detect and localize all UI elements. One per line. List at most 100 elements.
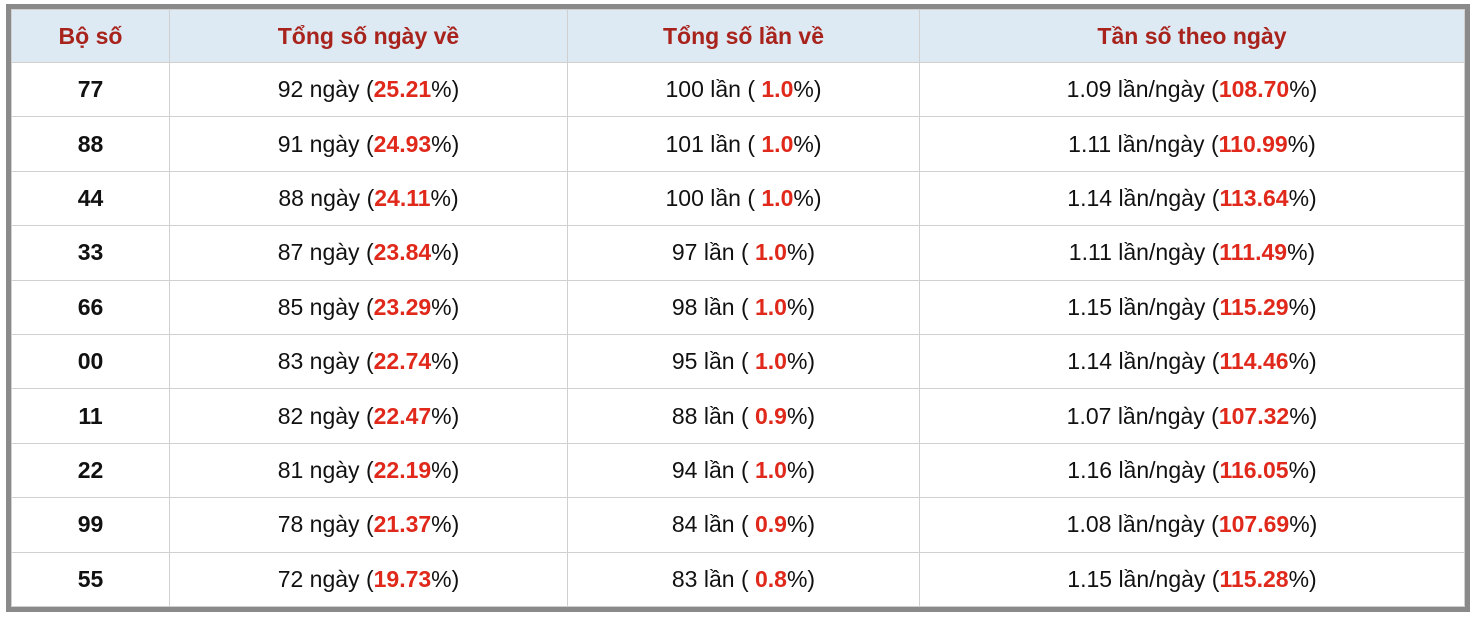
cell-text: 1.14 lần/ngày ( — [1067, 348, 1220, 375]
percent-value: 0.8 — [755, 565, 787, 592]
cell-text: %) — [1288, 293, 1317, 320]
cell-text: %) — [1289, 402, 1318, 429]
cell-text: 88 ngày ( — [278, 184, 375, 211]
percent-value: 111.49 — [1219, 239, 1288, 266]
cell-text: 100 lần ( — [665, 184, 762, 211]
number-cell: 99 — [11, 497, 170, 553]
cell-text: %) — [793, 130, 822, 157]
cell-text: %) — [431, 565, 460, 592]
table-row: 99 78 ngày (21.37%) 84 lần ( 0.9%) 1.08 lần… — [11, 497, 1465, 553]
cell-text: %) — [793, 76, 822, 103]
cell-text: %) — [1288, 348, 1317, 375]
stat-cell: 83 ngày (22.74%) — [169, 333, 568, 390]
percent-value: 107.69 — [1218, 511, 1290, 538]
stat-cell: 84 lần ( 0.9%) — [567, 497, 920, 553]
stat-cell: 1.14 lần/ngày (114.46%) — [919, 333, 1465, 390]
percent-value: 113.64 — [1219, 184, 1289, 211]
cell-text: %) — [431, 348, 460, 375]
stat-cell: 100 lần ( 1.0%) — [567, 61, 920, 118]
percent-value: 108.70 — [1218, 76, 1290, 103]
cell-text: %) — [431, 402, 460, 429]
cell-text: %) — [786, 456, 816, 483]
percent-value: 0.9 — [755, 402, 787, 429]
number-cell: 88 — [11, 116, 170, 172]
stat-cell: 1.11 lần/ngày (110.99%) — [919, 116, 1465, 172]
stat-cell: 1.07 lần/ngày (107.32%) — [919, 388, 1465, 444]
percent-value: 22.19 — [373, 456, 432, 483]
table-row: 33 87 ngày (23.84%) 97 lần ( 1.0%) 1.11 lần… — [11, 225, 1465, 281]
number-cell: 00 — [11, 333, 170, 390]
percent-value: 115.28 — [1219, 565, 1289, 592]
cell-text: 1.07 lần/ngày ( — [1066, 402, 1219, 429]
cell-text: %) — [430, 184, 459, 211]
table-row: 11 82 ngày (22.47%) 88 lần ( 0.9%) 1.07 lần… — [11, 388, 1465, 444]
cell-text: %) — [431, 456, 460, 483]
percent-value: 22.74 — [373, 348, 432, 375]
stat-cell: 1.09 lần/ngày (108.70%) — [919, 61, 1465, 118]
percent-value: 1.0 — [755, 239, 787, 266]
header-cell: Bộ số — [11, 9, 170, 63]
table-row: 77 92 ngày (25.21%) 100 lần ( 1.0%) 1.09 lầ… — [11, 61, 1465, 118]
stat-cell: 88 ngày (24.11%) — [169, 170, 568, 227]
cell-text: 1.11 lần/ngày ( — [1068, 130, 1219, 157]
cell-text: %) — [786, 402, 816, 429]
stat-cell: 92 ngày (25.21%) — [169, 61, 568, 118]
cell-text: 1.15 lần/ngày ( — [1067, 565, 1220, 592]
percent-value: 23.84 — [373, 239, 432, 266]
stat-cell: 101 lần ( 1.0%) — [567, 116, 920, 172]
cell-text: %) — [1288, 456, 1317, 483]
stat-cell: 98 lần ( 1.0%) — [567, 279, 920, 335]
number-cell: 66 — [11, 279, 170, 335]
cell-text: 1.15 lần/ngày ( — [1067, 293, 1220, 320]
percent-value: 1.0 — [755, 293, 787, 320]
cell-text: 97 lần ( — [671, 239, 755, 266]
stat-cell: 94 lần ( 1.0%) — [567, 442, 920, 499]
stat-cell: 88 lần ( 0.9%) — [567, 388, 920, 444]
cell-text: 81 ngày ( — [277, 456, 374, 483]
cell-text: %) — [431, 76, 460, 103]
stat-cell: 78 ngày (21.37%) — [169, 497, 568, 553]
percent-value: 107.32 — [1218, 402, 1290, 429]
cell-text: 95 lần ( — [671, 348, 755, 375]
table-row: 55 72 ngày (19.73%) 83 lần ( 0.8%) 1.15 lần… — [11, 551, 1465, 608]
cell-text: 91 ngày ( — [277, 130, 374, 157]
table-row: 88 91 ngày (24.93%) 101 lần ( 1.0%) 1.11 lầ… — [11, 116, 1465, 172]
number-cell: 77 — [11, 61, 170, 118]
cell-text: 72 ngày ( — [277, 565, 374, 592]
cell-text: 98 lần ( — [671, 293, 755, 320]
stat-cell: 95 lần ( 1.0%) — [567, 333, 920, 390]
percent-value: 116.05 — [1219, 456, 1289, 483]
cell-text: %) — [1287, 130, 1316, 157]
table-row: 66 85 ngày (23.29%) 98 lần ( 1.0%) 1.15 lần… — [11, 279, 1465, 335]
header-cell: Tần số theo ngày — [919, 9, 1465, 63]
cell-text: 88 lần ( — [671, 402, 755, 429]
table-body: 77 92 ngày (25.21%) 100 lần ( 1.0%) 1.09 lầ… — [11, 61, 1465, 608]
cell-text: %) — [431, 130, 460, 157]
stat-cell: 97 lần ( 1.0%) — [567, 225, 920, 281]
cell-text: 100 lần ( — [665, 76, 762, 103]
stat-cell: 85 ngày (23.29%) — [169, 279, 568, 335]
cell-text: %) — [1288, 184, 1317, 211]
cell-text: 87 ngày ( — [277, 239, 374, 266]
table-row: 00 83 ngày (22.74%) 95 lần ( 1.0%) 1.14 lần… — [11, 333, 1465, 390]
percent-value: 115.29 — [1219, 293, 1289, 320]
cell-text: %) — [793, 184, 822, 211]
stat-cell: 82 ngày (22.47%) — [169, 388, 568, 444]
number-cell: 55 — [11, 551, 170, 608]
cell-text: 83 ngày ( — [277, 348, 374, 375]
number-cell: 33 — [11, 225, 170, 281]
percent-value: 114.46 — [1219, 348, 1289, 375]
stat-cell: 1.14 lần/ngày (113.64%) — [919, 170, 1465, 227]
cell-text: 1.16 lần/ngày ( — [1067, 456, 1220, 483]
percent-value: 24.93 — [373, 130, 432, 157]
percent-value: 22.47 — [373, 402, 432, 429]
table-row: 44 88 ngày (24.11%) 100 lần ( 1.0%) 1.14 lầ… — [11, 170, 1465, 227]
cell-text: %) — [786, 565, 816, 592]
percent-value: 0.9 — [755, 511, 787, 538]
cell-text: 92 ngày ( — [277, 76, 374, 103]
percent-value: 110.99 — [1218, 130, 1288, 157]
percent-value: 1.0 — [761, 76, 794, 103]
number-cell: 11 — [11, 388, 170, 444]
cell-text: 78 ngày ( — [277, 511, 374, 538]
stat-cell: 83 lần ( 0.8%) — [567, 551, 920, 608]
